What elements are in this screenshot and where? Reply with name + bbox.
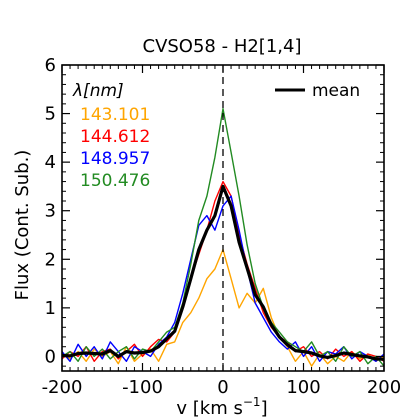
legend-title: λ[nm] [72,81,124,101]
y-tick-label: 1 [45,298,56,319]
plot-area: -200 -100 0 100 200 0 1 2 3 4 5 6 [42,55,402,398]
x-tick-label: 100 [286,377,320,398]
y-tick-label: 5 [45,104,56,125]
legend: λ[nm] 143.101 144.612 148.957 150.476 me… [72,81,360,191]
y-tick-label: 6 [45,55,56,76]
legend-entry-150476: 150.476 [80,171,150,191]
chart-title: CVSO58 - H2[1,4] [143,36,302,57]
x-axis-label: v [km s−1] [176,395,267,418]
x-axis-label-sup: −1 [243,395,261,409]
x-tick-label: -200 [42,377,83,398]
y-tick-label: 3 [45,201,56,222]
x-tick-label: 200 [367,377,401,398]
legend-entry-148957: 148.957 [80,149,150,169]
y-tick-label: 2 [45,249,56,270]
y-axis-label: Flux (Cont. Sub.) [12,150,33,301]
y-tick-label: 4 [45,152,56,173]
legend-entry-mean: mean [312,81,360,101]
series-line-148957 [62,195,384,362]
y-tick-label: 0 [45,346,56,367]
x-tick-label: -100 [122,377,163,398]
legend-entry-144612: 144.612 [80,127,150,147]
x-tick-label: 0 [217,377,228,398]
x-axis-label-end: ] [261,398,268,418]
x-axis-label-main: v [km s [176,398,242,418]
legend-entry-143101: 143.101 [80,105,150,125]
